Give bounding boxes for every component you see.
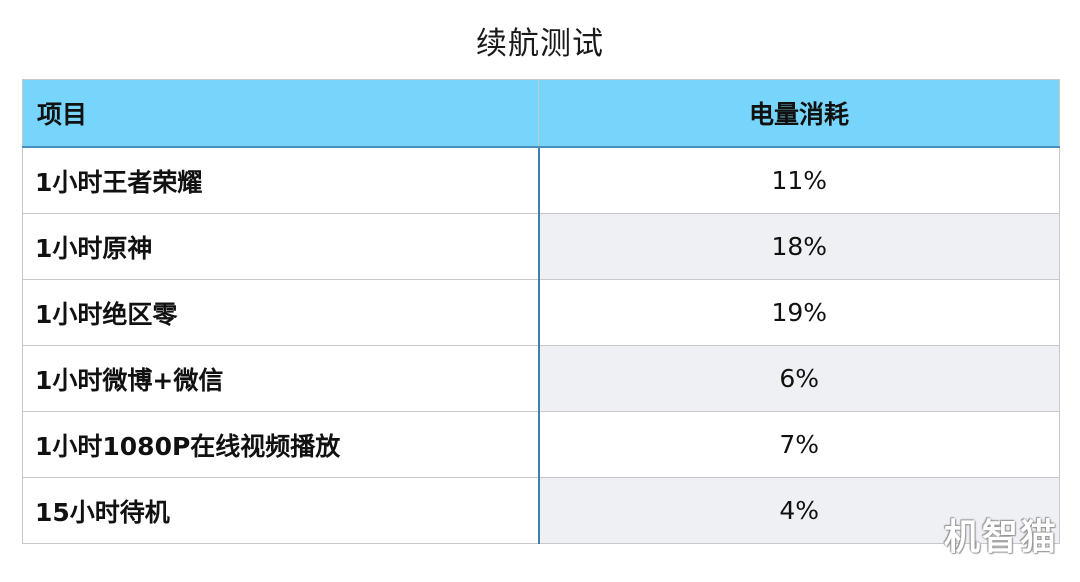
row-item-label: 1小时绝区零 xyxy=(22,279,540,346)
table-row: 1小时微博+微信 6% xyxy=(22,345,1060,412)
row-consumption-value: 19% xyxy=(538,279,1060,346)
row-consumption-value: 18% xyxy=(538,213,1060,280)
row-consumption-value: 6% xyxy=(538,345,1060,412)
column-header-consumption: 电量消耗 xyxy=(538,79,1060,148)
table-row: 1小时原神 18% xyxy=(22,213,1060,280)
battery-test-table: 项目 电量消耗 1小时王者荣耀 11% 1小时原神 18% 1小时绝区零 19%… xyxy=(22,79,1060,544)
row-item-label: 1小时王者荣耀 xyxy=(22,146,540,214)
table-row: 15小时待机 4% xyxy=(22,477,1060,544)
table-header-row: 项目 电量消耗 xyxy=(22,79,1060,148)
row-consumption-value: 4% xyxy=(538,477,1060,544)
watermark-logo: 机智猫 xyxy=(943,517,1058,558)
page-title: 续航测试 xyxy=(476,26,604,62)
table-row: 1小时1080P在线视频播放 7% xyxy=(22,411,1060,478)
row-item-label: 1小时原神 xyxy=(22,213,540,280)
column-header-item: 项目 xyxy=(22,79,539,148)
row-item-label: 15小时待机 xyxy=(22,477,540,544)
table-row: 1小时绝区零 19% xyxy=(22,279,1060,346)
row-item-label: 1小时微博+微信 xyxy=(22,345,540,412)
row-consumption-value: 11% xyxy=(538,146,1060,214)
table-row: 1小时王者荣耀 11% xyxy=(22,146,1060,214)
row-consumption-value: 7% xyxy=(538,411,1060,478)
row-item-label: 1小时1080P在线视频播放 xyxy=(22,411,540,478)
